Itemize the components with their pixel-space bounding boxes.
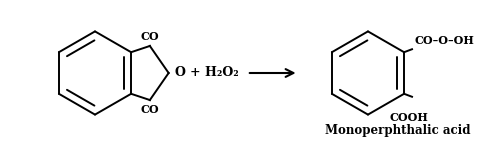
Text: O: O: [175, 66, 186, 80]
Text: COOH: COOH: [390, 112, 429, 123]
Text: Monoperphthalic acid: Monoperphthalic acid: [325, 124, 470, 137]
Text: CO: CO: [140, 31, 159, 42]
Text: CO–O–OH: CO–O–OH: [414, 35, 474, 46]
Text: CO: CO: [140, 104, 159, 115]
Text: + H₂O₂: + H₂O₂: [190, 66, 239, 80]
